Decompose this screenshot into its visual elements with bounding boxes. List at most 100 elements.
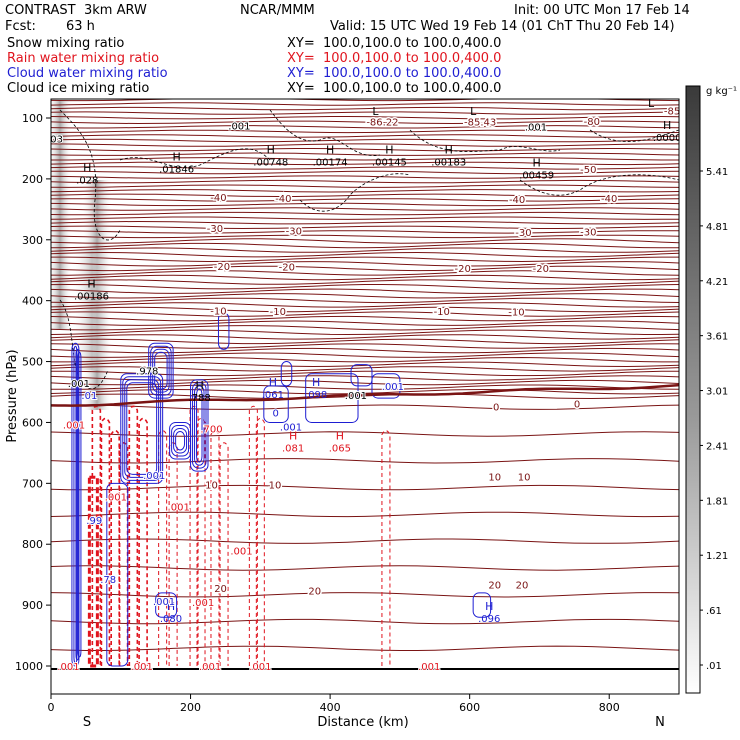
isotherm-line: [51, 261, 679, 267]
isotherm-label: -40: [509, 195, 525, 206]
isotherm-line: [51, 256, 679, 263]
isotherm-label: -86.22: [366, 118, 398, 129]
contour-label: .001: [230, 546, 252, 557]
isotherm-line: [51, 320, 679, 326]
x-tick-label: 0: [48, 701, 55, 714]
colorbar-level-label: 3.01: [706, 387, 728, 398]
contour-label: .700: [200, 425, 222, 436]
endpoint-north: N: [655, 715, 665, 730]
isotherm-label: -40: [210, 193, 226, 204]
endpoint-south: S: [83, 715, 91, 730]
contour-label: .001: [143, 471, 165, 482]
contour-label: .001: [63, 420, 85, 431]
isotherm-line: [51, 618, 679, 625]
cloud-water-contour: [122, 376, 162, 481]
isotherm-line: [51, 134, 679, 138]
extremum-marker: H: [269, 376, 277, 389]
extremum-marker: H: [83, 162, 91, 175]
cloud-water-contour: [148, 342, 174, 399]
isotherm-line: [51, 170, 679, 175]
rain-contour: [255, 417, 265, 666]
cloud-water-contour: [192, 382, 207, 469]
contour-label: .001: [525, 123, 547, 134]
cloud-water-contour: [217, 312, 230, 350]
contour-label: .001: [131, 662, 153, 673]
y-tick-label: 600: [22, 416, 43, 429]
isotherm-line: [51, 184, 679, 188]
cloud-water-contour: [154, 351, 168, 390]
colorbar-gradient: [685, 85, 701, 694]
extremum-value: .788: [188, 393, 210, 404]
isotherm-line: [51, 138, 679, 143]
isotherm-line: [51, 94, 679, 96]
cloud-ice-contour: [59, 299, 109, 390]
extremum-marker: H: [385, 143, 393, 156]
colorbar-level-label: .61: [706, 606, 722, 617]
isotherm-line: [51, 347, 679, 354]
x-axis-title: Distance (km): [317, 715, 408, 730]
colorbar-unit: g kg⁻¹: [706, 86, 737, 97]
isotherm-label: -68.56: [283, 88, 315, 99]
isotherm-label: 20: [516, 580, 529, 591]
isotherm-line: [51, 393, 679, 400]
isotherm-line: [51, 352, 679, 358]
contour-label: .978: [136, 367, 158, 378]
rain-core-contour: [87, 475, 99, 668]
extremum-marker: H: [267, 143, 275, 156]
isotherm-label: -85: [664, 107, 680, 118]
y-tick-label: 500: [22, 356, 43, 369]
cloud-water-contour: [196, 388, 203, 463]
isotherm-label: -20: [533, 264, 549, 275]
contour-label: .001: [68, 379, 90, 390]
isotherm-line: [51, 288, 679, 294]
extremum-marker: H: [312, 376, 320, 389]
isotherm-line: [51, 157, 679, 161]
extremum-marker: H: [289, 429, 297, 442]
isotherm-line: [51, 274, 679, 281]
isotherm-line: [51, 356, 679, 363]
field-cloudice-xy: XY= 100.0,100.0 to 100.0,400.0: [287, 81, 502, 96]
isotherm-label: -30: [286, 227, 302, 238]
contour-label: 0: [272, 409, 278, 420]
isotherm-line: [51, 111, 679, 115]
cloud-ice-contours: [59, 109, 679, 390]
cloud-water-contour: [472, 592, 492, 618]
isotherm-line: [51, 120, 679, 125]
extremum-marker: H: [485, 600, 493, 613]
isotherm-line: [51, 279, 679, 285]
cloud-water-contour: [155, 592, 178, 618]
field-snow-label: Snow mixing ratio: [7, 36, 125, 51]
rain-contour: [128, 405, 139, 666]
isotherm-line: [51, 315, 679, 322]
isotherm-line: [51, 458, 679, 464]
cloud-water-contour: [350, 364, 373, 387]
extremum-marker: H: [172, 151, 180, 164]
cloud-ice-contour: [409, 129, 561, 152]
contour-label: .99: [86, 516, 102, 527]
y-tick-label: 900: [22, 599, 43, 612]
isotherm-label: -85.43: [464, 118, 496, 129]
isotherm-line: [51, 143, 679, 147]
x-tick-label: 600: [459, 701, 480, 714]
rain-contour: [168, 442, 178, 666]
isotherm-label: 0: [493, 403, 499, 414]
cloud-water-contour: [75, 348, 80, 661]
isotherm-line: [51, 247, 679, 253]
isotherm-line: [51, 334, 679, 340]
contour-label: .001: [168, 502, 190, 513]
y-axis: 100 200 300 400 500 600 700 800 900 1000: [15, 112, 51, 673]
forecast-label: Fcst:: [5, 19, 36, 34]
isotherm-line: [51, 166, 679, 170]
isotherm-label: -20: [455, 264, 471, 275]
isotherm-line: [51, 251, 679, 258]
plot-frame: [50, 98, 680, 695]
isotherm-line: [51, 265, 679, 272]
organization: NCAR/MMM: [240, 3, 315, 18]
plot-area: -64.74 -80 -69.71 -68.56 -86.22 -85.43 -85 -80 -…: [50, 88, 680, 695]
init-time: Init: 00 UTC Mon 17 Feb 14: [514, 3, 690, 18]
colorbar-level-label: 1.81: [706, 496, 728, 507]
isotherm-line: [51, 379, 679, 386]
extremum-value: .00459: [519, 171, 554, 182]
field-cloudice-label: Cloud ice mixing ratio: [7, 81, 150, 96]
